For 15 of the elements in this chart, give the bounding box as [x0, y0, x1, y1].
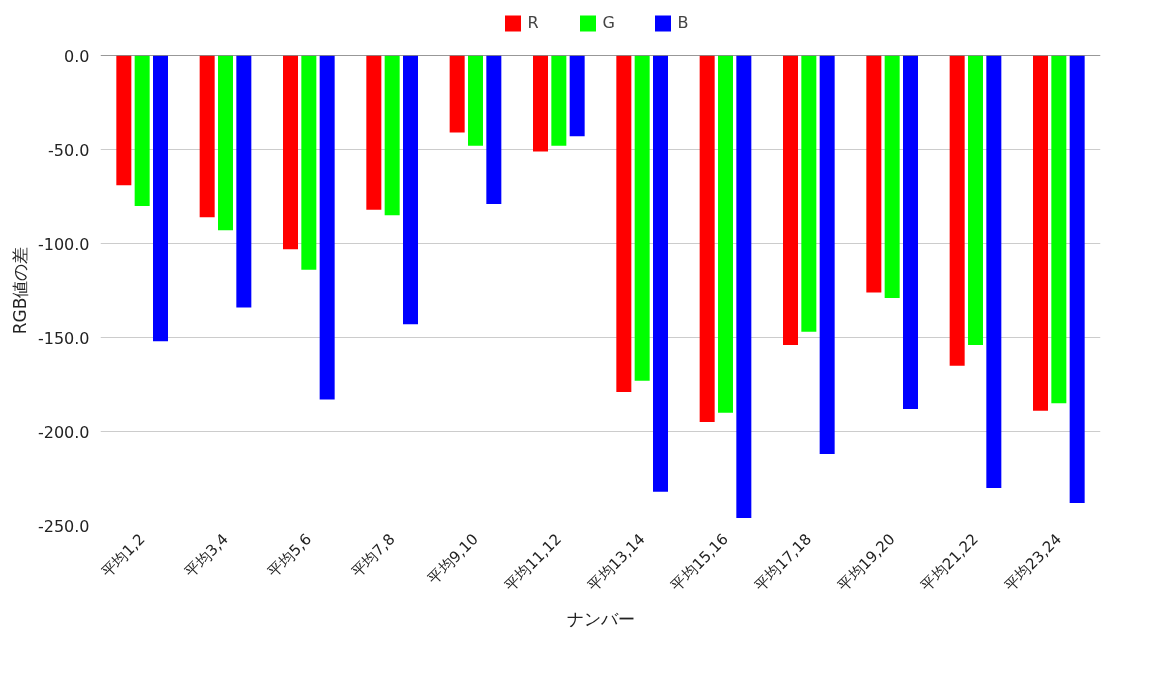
legend-label: G — [602, 13, 616, 32]
legend-label: B — [677, 13, 690, 32]
y-tick-label: -200.0 — [37, 422, 90, 442]
legend-label: R — [527, 13, 540, 32]
y-tick-label: -150.0 — [37, 328, 90, 348]
x-tick-label: 平均7,8 — [347, 530, 399, 581]
x-tick-label: 平均3,4 — [181, 530, 232, 581]
x-tick-label: 平均1,2 — [97, 530, 149, 581]
y-tick-label: -100.0 — [37, 234, 90, 254]
y-axis-title: RGB値の差 — [9, 246, 30, 335]
y-tick-label: -250.0 — [37, 516, 90, 536]
y-tick-label: -50.0 — [48, 140, 90, 160]
y-tick-label: 0.0 — [64, 46, 90, 66]
x-axis-title: ナンバー — [566, 608, 635, 629]
x-tick-label: 平均5,6 — [264, 530, 316, 581]
